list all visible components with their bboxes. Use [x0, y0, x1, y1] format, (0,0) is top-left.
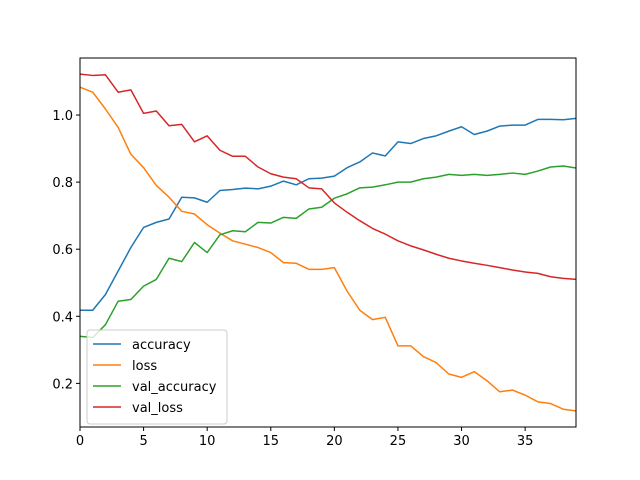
x-tick-label: 35	[517, 434, 534, 449]
y-tick-label: 0.6	[52, 243, 73, 258]
x-tick-label: 20	[326, 434, 343, 449]
legend-label-loss: loss	[132, 359, 157, 374]
y-tick-label: 1.0	[52, 109, 73, 124]
legend: accuracy loss val_accuracy val_loss	[86, 329, 228, 425]
y-axis: 0.2 0.4 0.6 0.8 1.0	[52, 109, 80, 392]
y-tick-label: 0.2	[52, 377, 73, 392]
x-tick-label: 10	[199, 434, 216, 449]
legend-label-val_loss: val_loss	[132, 401, 183, 416]
series-line-val_loss	[79, 73, 577, 281]
x-tick-label: 0	[76, 434, 84, 449]
series-line-loss	[79, 86, 577, 412]
x-tick-label: 5	[139, 434, 147, 449]
series-line-val_accuracy	[79, 165, 577, 339]
y-tick-label: 0.4	[52, 310, 73, 325]
x-tick-label: 25	[390, 434, 407, 449]
x-tick-label: 30	[453, 434, 470, 449]
plot-frame	[79, 57, 577, 428]
legend-box	[86, 329, 228, 425]
x-axis: 0 5 10 15 20 25 30 35	[76, 427, 534, 449]
x-tick-label: 15	[262, 434, 279, 449]
y-tick-label: 0.8	[52, 176, 73, 191]
series-line-accuracy	[80, 117, 577, 312]
series-layer	[79, 73, 577, 412]
legend-label-accuracy: accuracy	[132, 338, 191, 353]
legend-label-val_accuracy: val_accuracy	[132, 380, 217, 395]
